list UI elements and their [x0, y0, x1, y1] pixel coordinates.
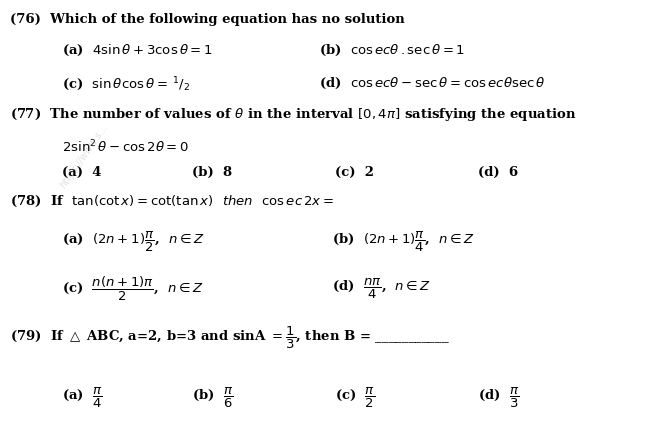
Text: (a)  $(2n+1)\dfrac{\pi}{2}$,  $n\in Z$: (a) $(2n+1)\dfrac{\pi}{2}$, $n\in Z$ [62, 230, 204, 254]
Text: (d)  $\dfrac{\pi}{3}$: (d) $\dfrac{\pi}{3}$ [477, 386, 519, 410]
Text: (c)  2: (c) 2 [335, 166, 374, 179]
Text: (a)  4: (a) 4 [62, 166, 101, 179]
Text: (c)  $\dfrac{\pi}{2}$: (c) $\dfrac{\pi}{2}$ [335, 386, 375, 410]
Text: (79)  If $\triangle$ ABC, a=2, b=3 and sinA $=\dfrac{1}{3}$, then B = __________: (79) If $\triangle$ ABC, a=2, b=3 and si… [10, 325, 450, 351]
Text: (d)  6: (d) 6 [477, 166, 518, 179]
Text: (b)  8: (b) 8 [192, 166, 232, 179]
Text: (a)  $4\sin\theta+3\cos\theta=1$: (a) $4\sin\theta+3\cos\theta=1$ [62, 43, 213, 58]
Text: $2\sin^2\theta-\cos 2\theta=0$: $2\sin^2\theta-\cos 2\theta=0$ [62, 139, 189, 156]
Text: (b)  $(2n+1)\dfrac{\pi}{4}$,  $n\in Z$: (b) $(2n+1)\dfrac{\pi}{4}$, $n\in Z$ [332, 230, 475, 254]
Text: (76)  Which of the following equation has no solution: (76) Which of the following equation has… [10, 13, 404, 26]
Text: (d)  $\cos ec\theta-\sec\theta=\cos ec\theta\sec\theta$: (d) $\cos ec\theta-\sec\theta=\cos ec\th… [318, 76, 545, 91]
Text: (78)  If  $\tan(\cot x)=\cot(\tan x)$  $\mathit{then}$  $\cos ec\,2x=$: (78) If $\tan(\cot x)=\cot(\tan x)$ $\ma… [10, 194, 334, 209]
Text: (b)  $\cos ec\theta\,.\sec\theta=1$: (b) $\cos ec\theta\,.\sec\theta=1$ [318, 43, 465, 58]
Text: (c)  $\sin\theta\cos\theta=\,^{1}/_{2}$: (c) $\sin\theta\cos\theta=\,^{1}/_{2}$ [62, 75, 190, 93]
Text: (b)  $\dfrac{\pi}{6}$: (b) $\dfrac{\pi}{6}$ [192, 386, 233, 410]
Text: https://www.s...: https://www.s... [58, 121, 111, 190]
Text: (77)  The number of values of $\theta$ in the interval $[0,4\pi]$ satisfying the: (77) The number of values of $\theta$ in… [10, 106, 577, 123]
Text: (d)  $\dfrac{n\pi}{4}$,  $n\in Z$: (d) $\dfrac{n\pi}{4}$, $n\in Z$ [332, 277, 431, 301]
Text: (c)  $\dfrac{n(n+1)\pi}{2}$,  $n\in Z$: (c) $\dfrac{n(n+1)\pi}{2}$, $n\in Z$ [62, 275, 204, 303]
Text: (a)  $\dfrac{\pi}{4}$: (a) $\dfrac{\pi}{4}$ [62, 386, 103, 410]
